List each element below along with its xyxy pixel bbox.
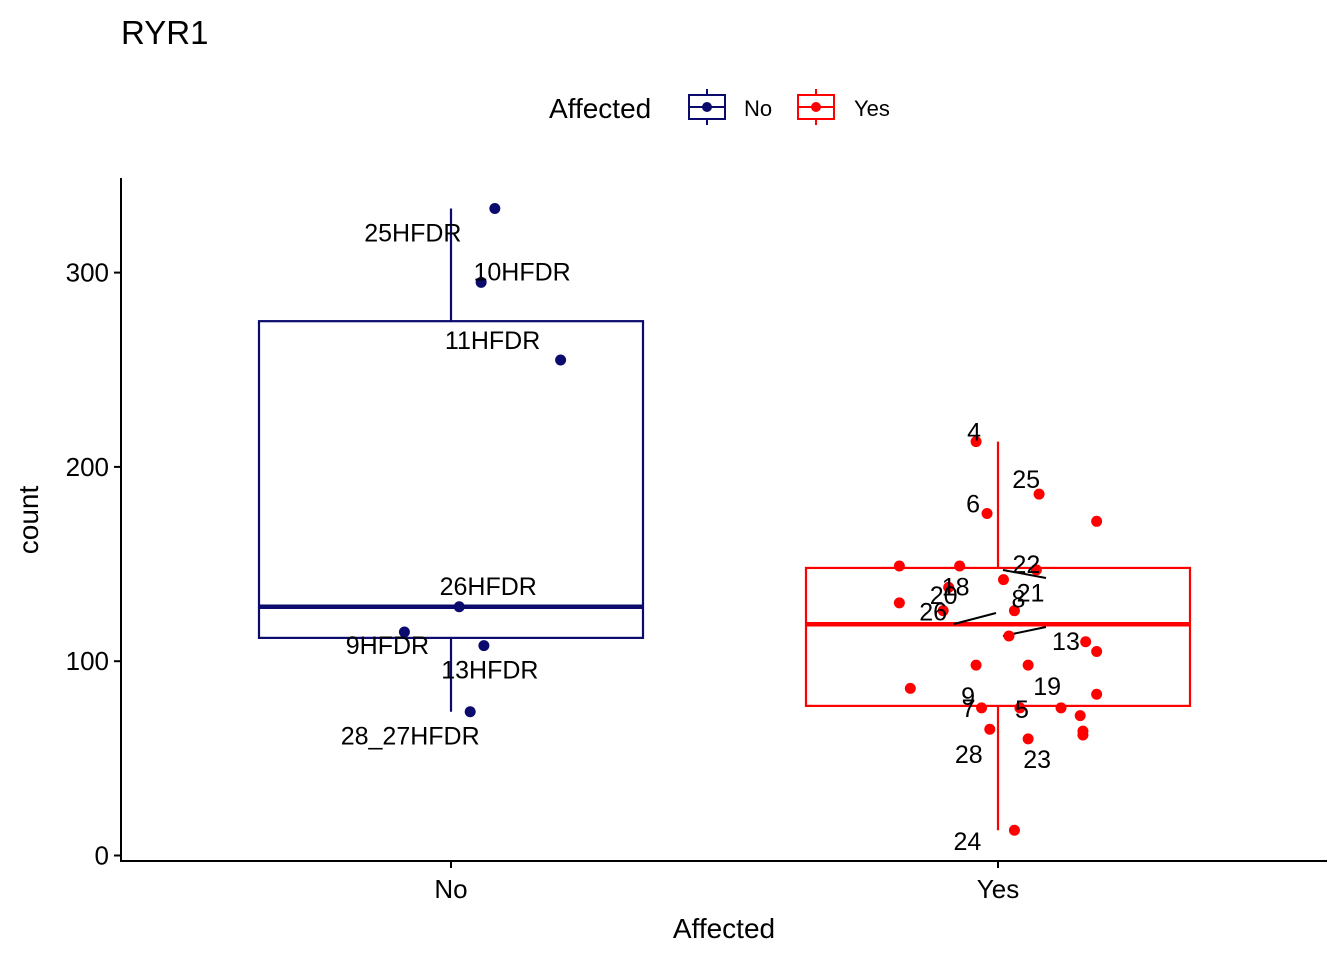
box-yes	[804, 441, 1192, 831]
data-point	[1008, 605, 1020, 617]
data-point	[904, 682, 916, 694]
point-label: 5	[1015, 696, 1029, 724]
data-point	[1022, 733, 1034, 745]
point-label: 20	[930, 582, 958, 610]
point-label: 23	[1023, 746, 1051, 774]
data-point	[1022, 659, 1034, 671]
y-axis-ticks: 0 100 200 300	[66, 258, 121, 871]
point-label: 25HFDR	[364, 219, 461, 247]
legend-key-yes	[797, 89, 835, 125]
data-point	[937, 605, 949, 617]
data-point	[1008, 824, 1020, 836]
data-point	[1091, 515, 1103, 527]
x-axis-title: Affected	[673, 913, 775, 944]
data-point	[970, 659, 982, 671]
data-point	[1077, 729, 1089, 741]
data-point	[1091, 645, 1103, 657]
data-point	[1033, 488, 1045, 500]
point-label: 8	[1011, 586, 1025, 614]
point-label: 26	[919, 599, 947, 627]
data-point	[954, 560, 966, 572]
point-label: 7	[962, 695, 976, 723]
data-point	[1080, 636, 1092, 648]
leader-line	[1002, 569, 1047, 579]
data-point	[1014, 702, 1026, 714]
point-label: 9	[961, 683, 975, 711]
point-label: 26HFDR	[440, 573, 537, 601]
x-tick-label: No	[434, 874, 467, 904]
data-point	[943, 581, 955, 593]
data-point	[893, 560, 905, 572]
y-tick-label: 300	[66, 258, 109, 288]
x-axis-ticks: No Yes	[434, 861, 1019, 904]
point-label: 6	[966, 491, 980, 519]
data-points	[398, 202, 1103, 836]
data-point	[1003, 630, 1015, 642]
y-tick-label: 0	[95, 841, 109, 871]
point-labels: 25HFDR 10HFDR 11HFDR 26HFDR 9HFDR 13HFDR 28_27…	[341, 219, 1080, 856]
x-tick-label: Yes	[977, 874, 1019, 904]
data-point	[453, 601, 465, 613]
y-axis-title: count	[13, 486, 44, 555]
data-point	[1030, 564, 1042, 576]
point-label: 25	[1012, 466, 1040, 494]
legend-label-no: No	[744, 96, 772, 121]
point-label: 21	[1017, 580, 1045, 608]
point-label: 24	[954, 828, 982, 856]
legend: Affected No Yes	[549, 89, 890, 125]
point-label: 10HFDR	[474, 258, 571, 286]
data-point	[976, 702, 988, 714]
point-label: 19	[1033, 673, 1061, 701]
box-iqr	[257, 320, 645, 639]
point-label: 28	[955, 741, 983, 769]
legend-key-no	[688, 89, 726, 125]
chart-title: RYR1	[121, 14, 208, 51]
data-point	[489, 202, 501, 214]
data-point	[893, 597, 905, 609]
legend-label-yes: Yes	[854, 96, 890, 121]
data-point	[984, 723, 996, 735]
data-point	[1055, 702, 1067, 714]
data-point	[478, 640, 490, 652]
data-point	[970, 436, 982, 448]
point-label: 28_27HFDR	[341, 723, 480, 751]
data-point	[981, 508, 993, 520]
data-point	[464, 706, 476, 718]
legend-title: Affected	[549, 93, 651, 124]
y-tick-label: 100	[66, 646, 109, 676]
point-label: 9HFDR	[346, 632, 429, 660]
box-group	[257, 208, 1192, 831]
data-point	[398, 626, 410, 638]
y-tick-label: 200	[66, 452, 109, 482]
point-label: 13HFDR	[441, 657, 538, 685]
data-point	[475, 276, 487, 288]
data-point	[555, 354, 567, 366]
data-point	[1091, 688, 1103, 700]
point-label: 4	[967, 419, 981, 447]
point-label: 11HFDR	[445, 327, 540, 355]
point-label: 18	[942, 573, 970, 601]
box-iqr	[804, 566, 1192, 707]
point-label: 22	[1012, 551, 1040, 579]
box-no	[257, 208, 645, 712]
data-point	[1074, 710, 1086, 722]
data-point	[997, 574, 1009, 586]
leader-line	[953, 612, 997, 625]
point-label: 13	[1052, 628, 1080, 656]
